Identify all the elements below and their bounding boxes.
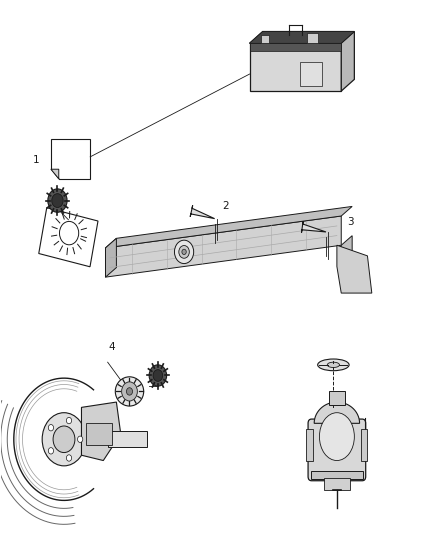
Polygon shape	[250, 31, 354, 43]
Circle shape	[48, 448, 53, 454]
Polygon shape	[51, 139, 90, 179]
Ellipse shape	[327, 362, 339, 368]
Bar	[329, 391, 345, 405]
Text: 3: 3	[346, 216, 353, 227]
Bar	[311, 471, 363, 479]
Bar	[300, 62, 321, 86]
Polygon shape	[250, 31, 354, 43]
Circle shape	[179, 246, 189, 259]
Circle shape	[153, 369, 162, 381]
Circle shape	[52, 193, 63, 207]
Polygon shape	[106, 206, 352, 248]
Bar	[108, 431, 147, 447]
Circle shape	[67, 455, 72, 461]
Bar	[86, 423, 112, 445]
FancyBboxPatch shape	[308, 419, 366, 481]
Ellipse shape	[318, 359, 349, 370]
Polygon shape	[341, 31, 354, 91]
Bar	[324, 478, 350, 490]
Circle shape	[60, 221, 79, 245]
Bar	[306, 429, 313, 461]
Polygon shape	[337, 245, 372, 293]
Polygon shape	[190, 205, 215, 219]
Polygon shape	[341, 236, 352, 266]
Circle shape	[149, 365, 166, 386]
Ellipse shape	[115, 377, 144, 406]
Bar	[361, 429, 367, 461]
Polygon shape	[250, 43, 341, 51]
Text: 4: 4	[109, 342, 115, 352]
Text: 1: 1	[33, 155, 40, 165]
Circle shape	[122, 382, 138, 401]
Circle shape	[182, 249, 186, 255]
Polygon shape	[81, 402, 121, 461]
Polygon shape	[51, 169, 59, 179]
Bar	[261, 35, 269, 43]
Polygon shape	[106, 216, 341, 277]
Polygon shape	[301, 221, 326, 232]
Circle shape	[67, 417, 72, 424]
Polygon shape	[250, 43, 341, 91]
Text: 2: 2	[222, 201, 229, 211]
Ellipse shape	[319, 413, 354, 461]
Polygon shape	[106, 238, 117, 277]
Circle shape	[174, 240, 194, 264]
Polygon shape	[39, 208, 98, 267]
Circle shape	[53, 426, 75, 453]
Circle shape	[42, 413, 86, 466]
Circle shape	[78, 436, 83, 442]
Circle shape	[48, 424, 53, 431]
Circle shape	[127, 387, 133, 395]
Bar	[307, 33, 318, 43]
Polygon shape	[314, 402, 360, 423]
Circle shape	[48, 189, 67, 212]
